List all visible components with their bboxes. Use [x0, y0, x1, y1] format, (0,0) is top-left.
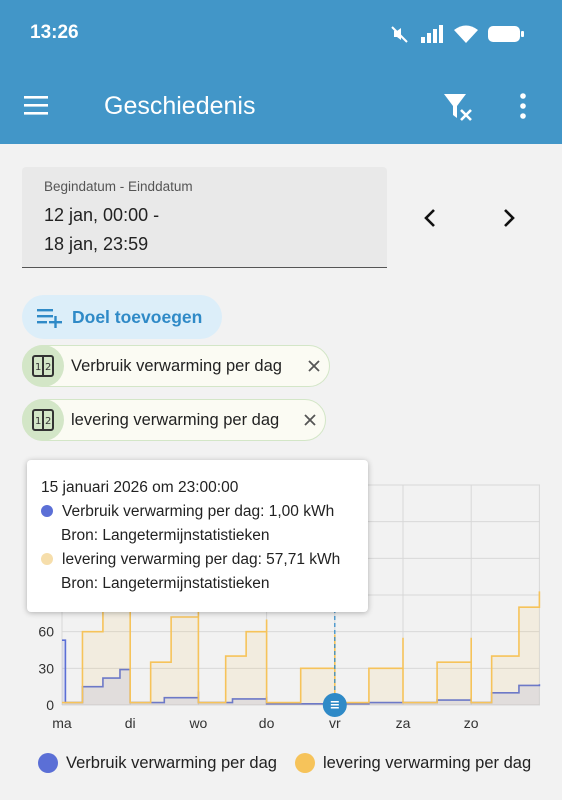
legend-dot-usage — [38, 753, 58, 773]
legend-item-delivery[interactable]: levering verwarming per dag — [294, 753, 532, 773]
remove-chip-button[interactable] — [304, 356, 324, 376]
tooltip-row-usage: Verbruik verwarming per dag: 1,00 kWh — [41, 503, 334, 521]
x-tick-label-3: do — [259, 715, 275, 731]
x-tick-label-1: di — [125, 715, 136, 731]
chip-icon-container: 1 2 — [22, 345, 64, 387]
entity-chip-delivery[interactable]: 1 2 levering verwarming per dag — [22, 399, 326, 441]
battery-icon — [488, 26, 524, 42]
legend-label-delivery: levering verwarming per dag — [322, 753, 532, 772]
status-time: 13:26 — [30, 22, 79, 43]
x-tick-label-0: ma — [52, 715, 72, 731]
chart-tooltip: 15 januari 2026 om 23:00:00 Verbruik ver… — [27, 460, 368, 612]
x-tick-label-4: vr — [329, 715, 341, 731]
status-icons — [390, 24, 524, 44]
y-tick-label-0: 0 — [46, 697, 54, 713]
series-area-1 — [62, 582, 540, 705]
signal-icon — [421, 25, 443, 43]
clear-filter-button[interactable] — [440, 90, 478, 126]
tooltip-value-usage: Verbruik verwarming per dag: 1,00 kWh — [62, 503, 335, 520]
svg-text:2: 2 — [45, 416, 51, 427]
page-title: Geschiedenis — [104, 92, 256, 120]
crosshair-handle-mark-3 — [330, 707, 339, 709]
chip-icon-container: 1 2 — [22, 399, 64, 441]
add-target-label: Doel toevoegen — [72, 307, 203, 327]
crosshair-handle-mark-2 — [330, 704, 339, 706]
date-range-label: Begindatum - Einddatum — [44, 179, 193, 194]
tooltip-title: 15 januari 2026 om 23:00:00 — [41, 479, 239, 496]
remove-chip-button[interactable] — [300, 410, 320, 430]
close-icon — [308, 360, 320, 372]
tooltip-row-delivery: levering verwarming per dag: 57,71 kWh — [41, 551, 340, 569]
chevron-right-icon — [504, 209, 515, 227]
tooltip-dot-delivery — [41, 553, 53, 565]
legend-item-usage[interactable]: Verbruik verwarming per dag — [38, 753, 277, 773]
more-vertical-icon — [520, 93, 526, 119]
svg-text:1: 1 — [35, 416, 41, 427]
x-tick-label-5: za — [396, 715, 411, 731]
hamburger-icon — [24, 96, 48, 115]
close-icon — [304, 414, 316, 426]
series-line-1 — [62, 582, 541, 704]
tooltip-dot-usage — [41, 505, 53, 517]
tooltip-source-usage: Bron: Langetermijnstatistieken — [61, 527, 270, 544]
x-tick-label-2: wo — [188, 715, 207, 731]
date-range-start: 12 jan, 00:00 - — [44, 205, 160, 225]
y-tick-label-2: 60 — [38, 624, 54, 640]
meter-icon: 1 2 — [32, 409, 54, 431]
x-tick-label-6: zo — [464, 715, 479, 731]
chip-label: Verbruik verwarming per dag — [71, 357, 282, 375]
filter-remove-icon — [444, 94, 472, 121]
menu-button[interactable] — [22, 94, 56, 122]
meter-icon: 1 2 — [32, 355, 54, 377]
date-range-value: 12 jan, 00:00 - 18 jan, 23:59 — [44, 201, 159, 259]
chevron-left-icon — [424, 209, 435, 227]
date-range-end: 18 jan, 23:59 — [44, 234, 149, 254]
date-range-field[interactable]: Begindatum - Einddatum 12 jan, 00:00 - 1… — [22, 167, 387, 268]
legend-dot-delivery — [294, 753, 315, 773]
svg-text:2: 2 — [45, 362, 51, 373]
legend-label-usage: Verbruik verwarming per dag — [66, 753, 277, 772]
playlist-add-icon — [37, 309, 62, 328]
previous-period-button[interactable] — [413, 200, 449, 236]
entity-chip-usage[interactable]: 1 2 Verbruik verwarming per dag — [22, 345, 330, 387]
add-target-button[interactable]: Doel toevoegen — [22, 295, 222, 339]
more-options-button[interactable] — [508, 90, 538, 126]
wifi-icon — [454, 25, 478, 43]
svg-text:1: 1 — [35, 362, 41, 373]
next-period-button[interactable] — [490, 200, 526, 236]
crosshair-handle-mark-1 — [330, 701, 339, 703]
status-bar: 13:26 — [0, 0, 562, 70]
chart-legend: Verbruik verwarming per dag levering ver… — [38, 753, 531, 773]
y-tick-label-1: 30 — [38, 660, 54, 676]
tooltip-value-delivery: levering verwarming per dag: 57,71 kWh — [62, 551, 341, 568]
tooltip-source-delivery: Bron: Langetermijnstatistieken — [61, 575, 270, 592]
app-bar: Geschiedenis — [0, 70, 562, 144]
mute-icon — [391, 26, 408, 43]
chip-label: levering verwarming per dag — [71, 411, 280, 429]
